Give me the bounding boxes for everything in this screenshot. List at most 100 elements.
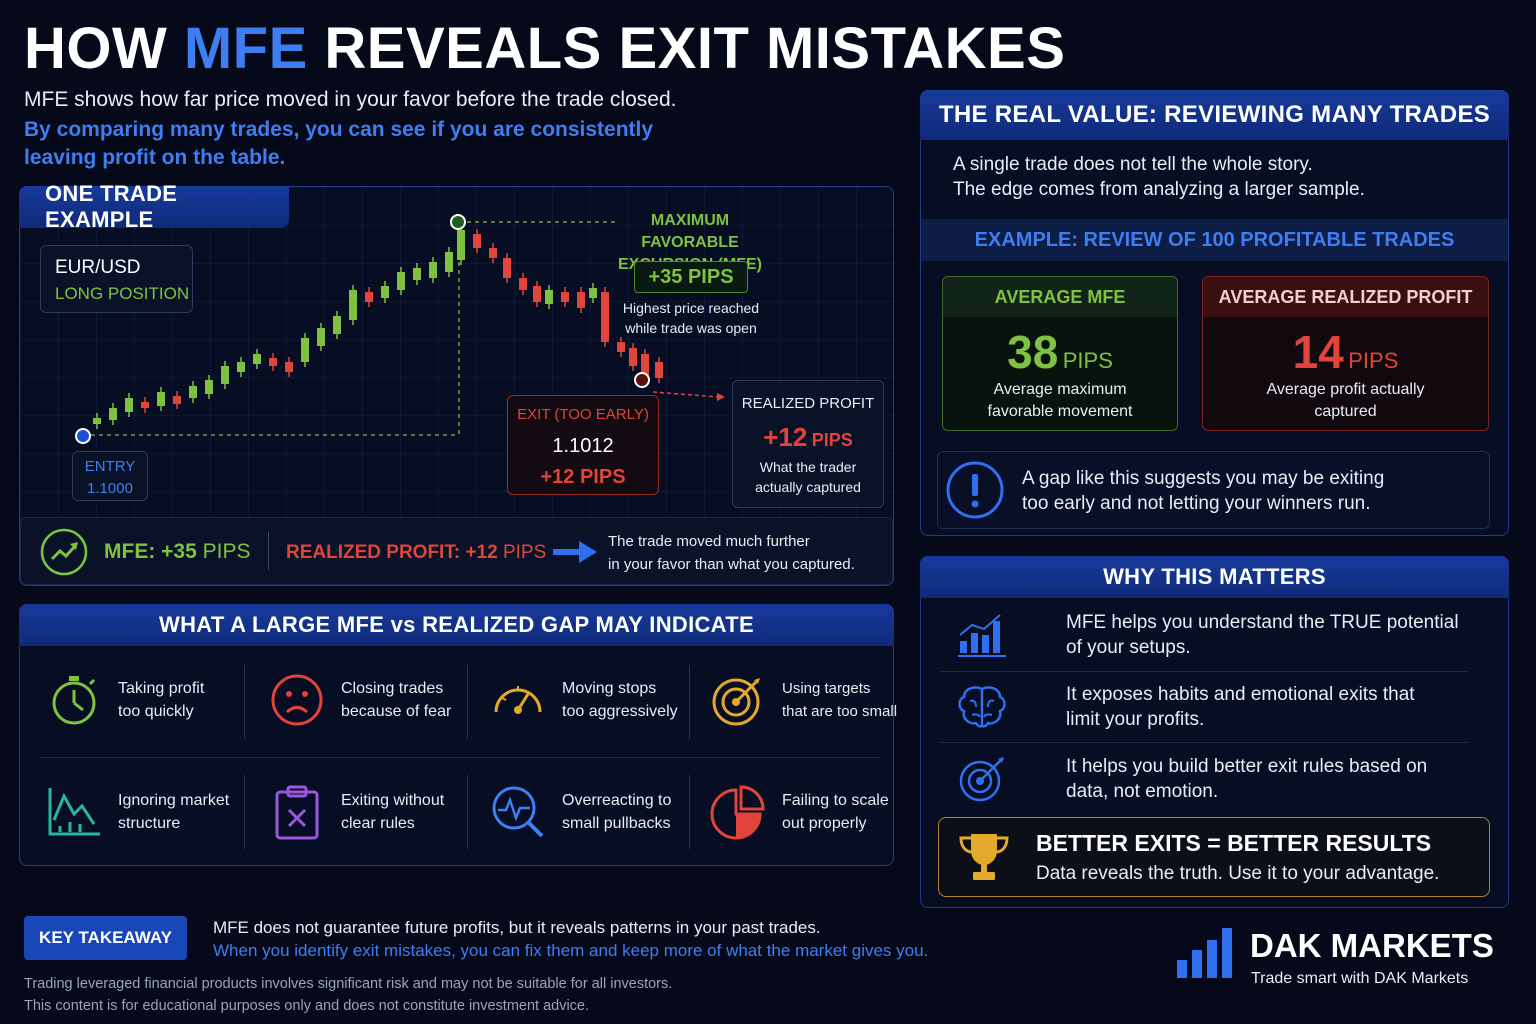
gap-item-5-line-1: Ignoring market [118, 792, 230, 809]
entry-label: ENTRY [84, 458, 136, 475]
summary-mfe-value: MFE: +35 [104, 540, 197, 563]
candle-body [253, 354, 261, 364]
candle-body [189, 386, 197, 398]
candle-body [285, 362, 293, 372]
mfe-value-badge: +35 PIPS [634, 261, 748, 293]
realized-number: +12 [763, 422, 808, 452]
clipboard-x-icon [275, 785, 319, 840]
candle-body [533, 286, 541, 302]
disclaimer-line-1: Trading leveraged financial products inv… [24, 976, 673, 992]
avg-mfe-note-line-2: favorable movement [987, 403, 1133, 420]
summary-mfe-unit: PIPS [196, 540, 251, 563]
candle-body [545, 290, 553, 304]
candle-body [301, 338, 309, 362]
realized-note: What the trader actually captured [733, 457, 883, 497]
gap-item-8-line-2: out properly [782, 815, 867, 832]
gap-item-7-label: Overreacting to small pullbacks [562, 789, 671, 835]
brand-tagline: Trade smart with DAK Markets [1251, 970, 1469, 987]
avg-realized-note: Average profit actually captured [1203, 379, 1488, 423]
gap-item-7-line-2: small pullbacks [562, 815, 671, 832]
real-value-text-line-2: The edge comes from analyzing a larger s… [953, 179, 1365, 200]
gap-item-2: Closing trades because of fear [245, 650, 465, 750]
gap-item-4-label: Using targets that are too small [782, 677, 897, 723]
candle-body [601, 292, 609, 342]
arrow-right-icon [553, 541, 597, 563]
gap-item-2-label: Closing trades because of fear [341, 677, 451, 723]
matter-row-1-line-1: MFE helps you understand the TRUE potent… [1066, 612, 1459, 633]
gap-item-3-line-2: too aggressively [562, 703, 678, 720]
target-arrow-icon [959, 757, 1004, 802]
bar-chart-icon [958, 614, 1006, 657]
brain-icon [958, 686, 1006, 728]
candle-body [125, 398, 133, 412]
avg-realized-note-line-2: captured [1314, 403, 1377, 420]
candle-body [503, 258, 511, 278]
candle-body [655, 362, 663, 378]
gap-item-8-label: Failing to scale out properly [782, 789, 889, 835]
avg-realized-label: AVERAGE REALIZED PROFIT [1203, 277, 1488, 317]
candle-body [519, 278, 527, 290]
brand-name: DAK MARKETS [1250, 927, 1494, 964]
takeaway-line-2: When you identify exit mistakes, you can… [213, 941, 929, 960]
exit-arrow-icon [717, 393, 725, 401]
example-header: EXAMPLE: REVIEW OF 100 PROFITABLE TRADES [921, 219, 1508, 261]
candle-body [333, 316, 341, 334]
gap-item-5: Ignoring market structure [22, 762, 242, 862]
candle-body [173, 396, 181, 404]
realized-profit-box: REALIZED PROFIT +12 PIPS What the trader… [732, 380, 884, 508]
gap-item-6-line-2: clear rules [341, 815, 415, 832]
matter-row-1: MFE helps you understand the TRUE potent… [940, 610, 1470, 660]
matter-row-2-line-2: limit your profits. [1066, 709, 1205, 730]
gap-item-2-line-2: because of fear [341, 703, 452, 720]
better-exits-banner [938, 817, 1490, 897]
matter-row-1-text: MFE helps you understand the TRUE potent… [1066, 610, 1459, 660]
gap-divider [689, 665, 690, 739]
gap-item-1-label: Taking profit too quickly [118, 677, 204, 723]
avg-mfe-value: 38 PIPS [943, 325, 1177, 379]
key-takeaway-badge: KEY TAKEAWAY [24, 916, 187, 960]
candle-body [349, 290, 357, 320]
summary-note: The trade moved much further in your fav… [608, 530, 855, 576]
gap-header: WHAT A LARGE MFE vs REALIZED GAP MAY IND… [19, 604, 894, 646]
warning-line-1: A gap like this suggests you may be exit… [1022, 468, 1385, 489]
candle-body [457, 230, 465, 260]
matter-row-3-line-1: It helps you build better exit rules bas… [1066, 756, 1428, 777]
disclaimer: Trading leveraged financial products inv… [24, 973, 672, 1017]
page-title: HOW MFE REVEALS EXIT MISTAKES [24, 16, 1065, 82]
exit-pips: +12 PIPS [540, 466, 626, 488]
position-label: LONG POSITION [55, 284, 190, 303]
pair-label: EUR/USD [55, 257, 141, 278]
avg-realized-card: AVERAGE REALIZED PROFIT 14 PIPS Average … [1202, 276, 1489, 431]
matter-row-3-line-2: data, not emotion. [1066, 781, 1219, 802]
gap-item-8: Failing to scale out properly [686, 762, 906, 862]
gap-item-7-line-1: Overreacting to [562, 792, 672, 809]
avg-mfe-label: AVERAGE MFE [943, 277, 1177, 317]
gap-item-1-line-1: Taking profit [118, 680, 205, 697]
exit-marker [634, 372, 650, 388]
gap-item-3-label: Moving stops too aggressively [562, 677, 678, 723]
realized-value: +12 PIPS [733, 422, 883, 453]
sad-face-icon [271, 674, 323, 726]
trend-up-icon [40, 528, 88, 576]
candle-body [641, 354, 649, 376]
gap-divider [244, 665, 245, 739]
pair-box: EUR/USD LONG POSITION [40, 245, 193, 313]
subtitle-line-2: By comparing many trades, you can see if… [24, 118, 654, 169]
key-takeaway-text: MFE does not guarantee future profits, b… [213, 916, 928, 962]
candle-body [269, 358, 277, 366]
gap-item-1-line-2: too quickly [118, 703, 194, 720]
banner-title: BETTER EXITS = BETTER RESULTS [1036, 830, 1432, 856]
matter-row-2: It exposes habits and emotional exits th… [940, 682, 1470, 732]
candle-body [577, 292, 585, 308]
avg-realized-number: 14 [1292, 326, 1344, 378]
warning-text: A gap like this suggests you may be exit… [1022, 466, 1384, 516]
candle-body [317, 328, 325, 346]
gap-item-1: Taking profit too quickly [22, 650, 242, 750]
mfe-marker [450, 214, 466, 230]
matter-row-2-line-1: It exposes habits and emotional exits th… [1066, 684, 1415, 705]
matter-row-2-text: It exposes habits and emotional exits th… [1066, 682, 1415, 732]
market-structure-icon [48, 788, 100, 836]
candle-body [205, 380, 213, 394]
title-part-1: HOW [24, 16, 184, 81]
candle-body [109, 408, 117, 420]
